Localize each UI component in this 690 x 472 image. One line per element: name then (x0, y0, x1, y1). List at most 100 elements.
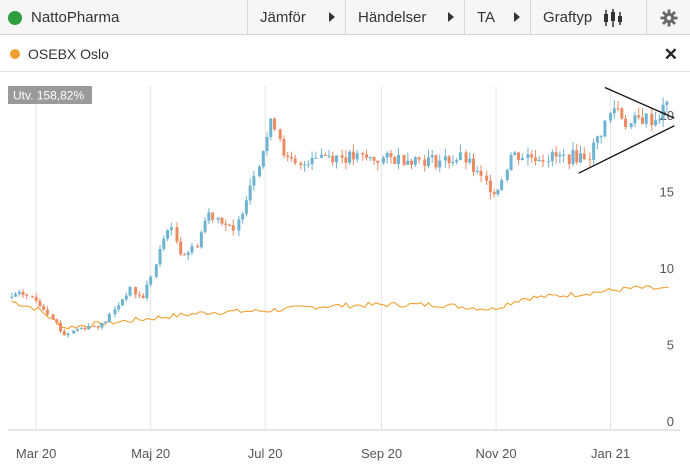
candle-body (203, 220, 207, 233)
status-dot-icon (8, 10, 22, 25)
candle-body (492, 192, 496, 195)
caret-right-icon (329, 12, 335, 22)
candle-body (458, 152, 462, 161)
candle-body (381, 157, 385, 163)
toolbar: NattoPharma Jämför Händelser TA Graftyp (0, 0, 690, 35)
close-icon[interactable]: ✕ (663, 45, 678, 64)
candle-body (612, 108, 616, 114)
candle-body (237, 219, 241, 231)
candle-body (154, 264, 158, 277)
candle-body (344, 157, 348, 163)
x-tick-label: Nov 20 (475, 446, 516, 461)
candle-body (278, 129, 282, 139)
candle-body (541, 159, 545, 162)
candle-body (137, 294, 141, 296)
candle-body (30, 295, 34, 297)
candle-body (393, 156, 397, 165)
candle-body (355, 153, 359, 160)
candle-body (451, 161, 455, 164)
candle-body (51, 314, 55, 320)
candle-body (485, 175, 489, 181)
candle-body (475, 170, 479, 172)
ticker-selector[interactable]: NattoPharma (0, 0, 248, 35)
candle-body (406, 160, 410, 165)
x-tick-label: Sep 20 (361, 446, 402, 461)
candle-body (396, 154, 400, 165)
candle-body (368, 157, 372, 159)
candle-body (479, 170, 483, 176)
candle-body (299, 162, 303, 165)
candle-body (464, 152, 468, 163)
trendline-lower (578, 125, 675, 174)
ta-label: TA (477, 9, 496, 26)
candle-body (273, 118, 277, 130)
charttype-menu[interactable]: Graftyp (531, 0, 647, 35)
candle-body (447, 156, 451, 164)
candle-body (323, 154, 327, 157)
candle-body (227, 224, 231, 226)
events-menu[interactable]: Händelser (346, 0, 465, 35)
candle-body (592, 142, 596, 161)
candle-body (575, 150, 579, 163)
chart-canvas[interactable]: Mar 20 Maj 20 Jul 20 Sep 20 Nov 20 Jan 21 0 5 10… (0, 80, 690, 472)
candle-body (640, 117, 644, 124)
compare-menu[interactable]: Jämför (248, 0, 346, 35)
candle-body (261, 150, 265, 167)
candle-body (158, 249, 162, 265)
candle-body (517, 152, 521, 160)
candle-body (310, 157, 314, 165)
candle-body (241, 213, 245, 220)
caret-right-icon (448, 12, 454, 22)
candle-body (224, 223, 228, 225)
candle-body (423, 159, 427, 166)
candle-body (334, 155, 338, 163)
x-tick-label: Jan 21 (591, 446, 630, 461)
candle-body (45, 309, 49, 315)
candle-body (14, 293, 18, 297)
candle-body (665, 101, 669, 105)
candle-body (624, 118, 628, 128)
candle-body (59, 322, 63, 332)
candle-body (244, 200, 248, 214)
candle-body (426, 157, 430, 166)
candle-body (190, 246, 194, 253)
candle-body (361, 153, 365, 155)
candle-body (186, 252, 190, 256)
candle-body (331, 155, 335, 163)
candle-body (644, 113, 648, 124)
performance-badge (8, 86, 92, 104)
candle-body (79, 327, 83, 330)
candle-body (117, 305, 121, 310)
candle-body (351, 151, 355, 160)
candle-body (83, 327, 87, 330)
candle-body (104, 321, 108, 323)
candle-body (149, 276, 153, 285)
candle-body (537, 159, 541, 162)
candle-body (21, 291, 25, 295)
candle-body (620, 108, 624, 119)
candle-body (526, 154, 530, 158)
comparison-legend: OSEBX Oslo ✕ (0, 36, 690, 72)
candle-body (303, 164, 307, 166)
y-tick-label: 5 (667, 338, 674, 353)
y-tick-label: 10 (660, 261, 674, 276)
candle-body (141, 295, 145, 299)
x-tick-label: Mar 20 (16, 446, 56, 461)
candle-body (265, 137, 269, 151)
candle-body (413, 157, 417, 165)
candle-body (34, 296, 38, 301)
candle-body (365, 154, 369, 158)
candle-body (389, 152, 393, 157)
candle-body (175, 227, 179, 242)
settings-button[interactable] (647, 0, 690, 35)
candle-body (199, 232, 203, 248)
candle-body (107, 314, 111, 322)
candle-body (231, 225, 235, 231)
events-label: Händelser (358, 9, 427, 26)
candle-body (385, 152, 389, 158)
candle-body (248, 185, 252, 201)
ta-menu[interactable]: TA (465, 0, 531, 35)
candle-body (496, 189, 500, 195)
candle-body (169, 227, 173, 231)
price-chart[interactable]: Mar 20 Maj 20 Jul 20 Sep 20 Nov 20 Jan 21 0 5 10… (0, 80, 690, 472)
